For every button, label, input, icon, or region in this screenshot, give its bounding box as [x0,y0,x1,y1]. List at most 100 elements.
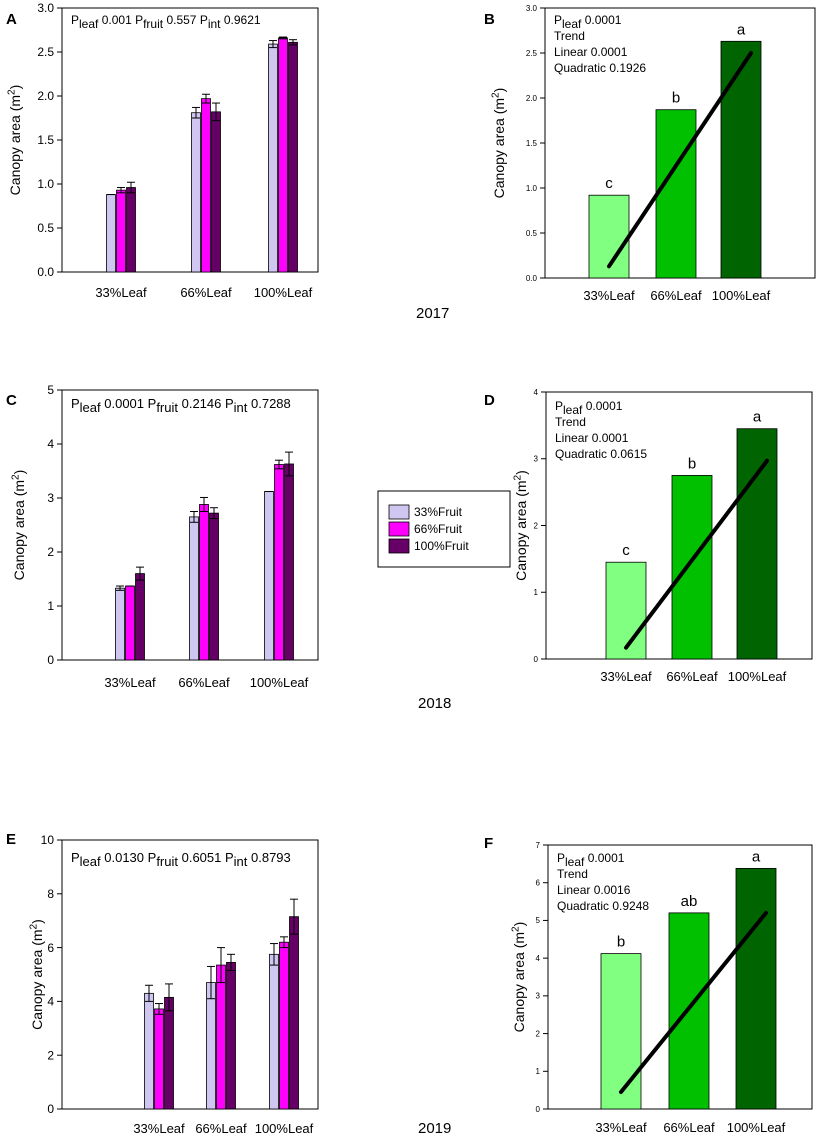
y-tick-label: 3 [534,455,539,464]
bar [144,992,154,1110]
bar [720,40,762,279]
x-category-label: 33%Leaf [133,1121,185,1136]
y-tick-label: 0.5 [526,229,538,238]
p-value-annotation: Pleaf 0.001 Pfruit 0.557 Pint 0.9621 [71,13,261,31]
trend-line [607,51,753,269]
bar [201,98,211,273]
x-category-label: 66%Leaf [180,285,232,300]
y-tick-label: 3.0 [37,1,54,15]
x-category-label: 33%Leaf [600,669,652,684]
panel-letter: A [6,11,17,28]
bar [288,41,298,273]
x-category-label: 100%Leaf [727,1120,786,1135]
y-tick-label: 8 [47,887,54,901]
bar [278,37,288,273]
bar [274,464,284,661]
bar [671,475,713,660]
y-tick-label: 0 [536,1105,541,1114]
y-tick-label: 4 [47,995,54,1009]
significance-letter: b [617,934,625,951]
legend-swatch-33-fruit [388,504,410,520]
trend-note: Trend [554,29,585,43]
y-tick-label: 0 [47,653,54,667]
plot-frame [61,839,319,1110]
panel-letter: D [484,392,495,409]
y-axis-label: Canopy area (m2) [512,470,529,581]
y-tick-label: 1 [536,1067,541,1076]
fruit-legend: 33%Fruit 66%Fruit 100%Fruit [377,490,511,568]
y-axis-label: Canopy area (m2) [28,919,45,1030]
significance-letter: ab [681,893,698,910]
x-category-label: 33%Leaf [95,285,147,300]
y-axis-label: Canopy area (m2) [490,88,507,199]
bar [268,43,278,273]
significance-letter: b [672,90,680,107]
trend-note: Quadratic 0.1926 [554,61,646,75]
significance-letter: c [605,175,613,192]
bar [264,491,274,661]
y-tick-label: 3.0 [526,4,538,13]
trend-note: Trend [557,867,588,881]
p-value-annotation: Pleaf 0.0001 [557,851,625,869]
legend-label-66-fruit: 66%Fruit [414,522,463,536]
trend-note: Quadratic 0.0615 [555,447,647,461]
trend-note: Trend [555,415,586,429]
y-tick-label: 1.0 [526,184,538,193]
y-tick-label: 2.0 [526,94,538,103]
panel-letter: E [6,831,16,848]
year-label-2019: 2019 [418,1120,451,1136]
bar [735,867,777,1110]
p-value-annotation: Pleaf 0.0001 Pfruit 0.2146 Pint 0.7288 [71,396,291,415]
bar [209,512,219,661]
y-tick-label: 7 [536,841,541,850]
chart-panel-f: F 0 1 2 3 4 5 6 7 Canopy area (m2) 33%Leaf 66%Leaf 1… [484,835,813,1135]
y-tick-label: 3 [536,992,541,1001]
bar [191,112,201,273]
trend-note: Linear 0.0001 [555,431,629,445]
legend-label-100-fruit: 100%Fruit [414,539,469,553]
y-axis-label: Canopy area (m2) [510,922,527,1033]
panel-letter: B [484,11,495,28]
y-tick-label: 2 [536,1029,541,1038]
y-tick-label: 1.0 [37,177,54,191]
y-axis-label: Canopy area (m2) [10,470,27,581]
y-tick-label: 5 [47,383,54,397]
significance-letter: a [753,409,762,426]
trend-note: Linear 0.0016 [557,883,631,897]
y-tick-label: 0.0 [37,265,54,279]
significance-letter: b [688,455,696,472]
trend-note: Linear 0.0001 [554,45,628,59]
bar [226,961,236,1110]
y-tick-label: 1.5 [37,133,54,147]
x-category-label: 66%Leaf [195,1121,247,1136]
x-category-label: 100%Leaf [712,288,771,303]
x-category-label: 33%Leaf [595,1120,647,1135]
bar [125,585,135,661]
y-tick-label: 4 [47,437,54,451]
trend-note: Quadratic 0.9248 [557,899,649,913]
significance-letter: a [737,21,746,38]
y-tick-label: 1 [534,588,539,597]
y-tick-label: 0 [47,1102,54,1116]
chart-panel-e: E 0 2 4 6 8 10 Canopy area (m2) 33%Leaf 66%Leaf 10… [6,831,319,1136]
x-category-label: 66%Leaf [178,675,230,690]
bar [164,996,174,1110]
legend-label-33-fruit: 33%Fruit [414,505,463,519]
bar [199,504,209,661]
panel-letter: C [6,392,17,409]
bar [269,953,279,1110]
y-tick-label: 2.5 [37,45,54,59]
bar [206,982,216,1110]
x-category-label: 66%Leaf [666,669,718,684]
y-tick-label: 0 [534,655,539,664]
p-value-annotation: Pleaf 0.0130 Pfruit 0.6051 Pint 0.8793 [71,850,291,869]
chart-panel-a: A 0.0 0.5 1.0 1.5 2.0 2.5 3.0 Canopy area (m2) 33… [6,1,319,300]
trend-line [619,910,768,1095]
p-value-annotation: Pleaf 0.0001 [555,399,623,417]
y-tick-label: 0.0 [526,274,538,283]
x-category-label: 66%Leaf [663,1120,715,1135]
x-category-label: 66%Leaf [650,288,702,303]
p-value-annotation: Pleaf 0.0001 [554,13,622,31]
